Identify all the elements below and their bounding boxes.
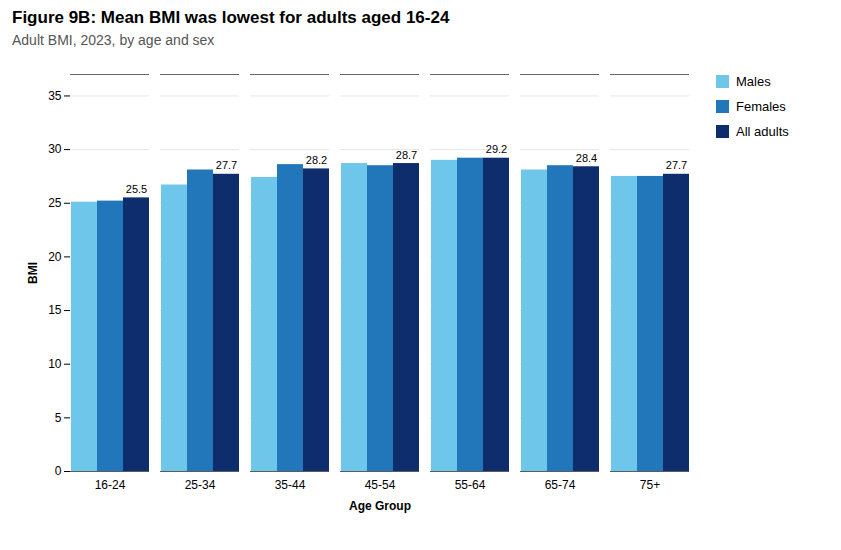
svg-text:28.7: 28.7 — [396, 149, 417, 161]
svg-text:75+: 75+ — [640, 478, 660, 492]
html-text:Males: Males — [736, 74, 771, 89]
svg-text:20: 20 — [48, 250, 62, 264]
svg-text:15: 15 — [48, 303, 62, 317]
svg-text:28.4: 28.4 — [576, 152, 597, 164]
svg-text:25-34: 25-34 — [185, 478, 216, 492]
html-text:Figure 9B: Mean BMI was lowest: Figure 9B: Mean BMI was lowest for adult… — [12, 8, 450, 27]
svg-text:0: 0 — [55, 464, 62, 478]
svg-text:25: 25 — [48, 196, 62, 210]
svg-text:55-64: 55-64 — [455, 478, 486, 492]
svg-text:27.7: 27.7 — [216, 159, 237, 171]
svg-text:30: 30 — [48, 142, 62, 156]
html-text:Adult BMI, 2023, by age and se: Adult BMI, 2023, by age and sex — [12, 32, 215, 48]
svg-text:16-24: 16-24 — [95, 478, 126, 492]
svg-text:65-74: 65-74 — [545, 478, 576, 492]
svg-text:BMI: BMI — [26, 262, 40, 284]
svg-text:10: 10 — [48, 357, 62, 371]
svg-text:Age Group: Age Group — [349, 499, 411, 513]
svg-text:25.5: 25.5 — [126, 183, 147, 195]
svg-text:5: 5 — [55, 411, 62, 425]
svg-text:35: 35 — [48, 89, 62, 103]
svg-text:28.2: 28.2 — [306, 154, 327, 166]
svg-text:29.2: 29.2 — [486, 143, 507, 155]
html-text:Females: Females — [736, 99, 786, 114]
svg-text:45-54: 45-54 — [365, 478, 396, 492]
svg-text:35-44: 35-44 — [275, 478, 306, 492]
svg-text:27.7: 27.7 — [666, 159, 687, 171]
html-text:All adults: All adults — [736, 124, 789, 139]
